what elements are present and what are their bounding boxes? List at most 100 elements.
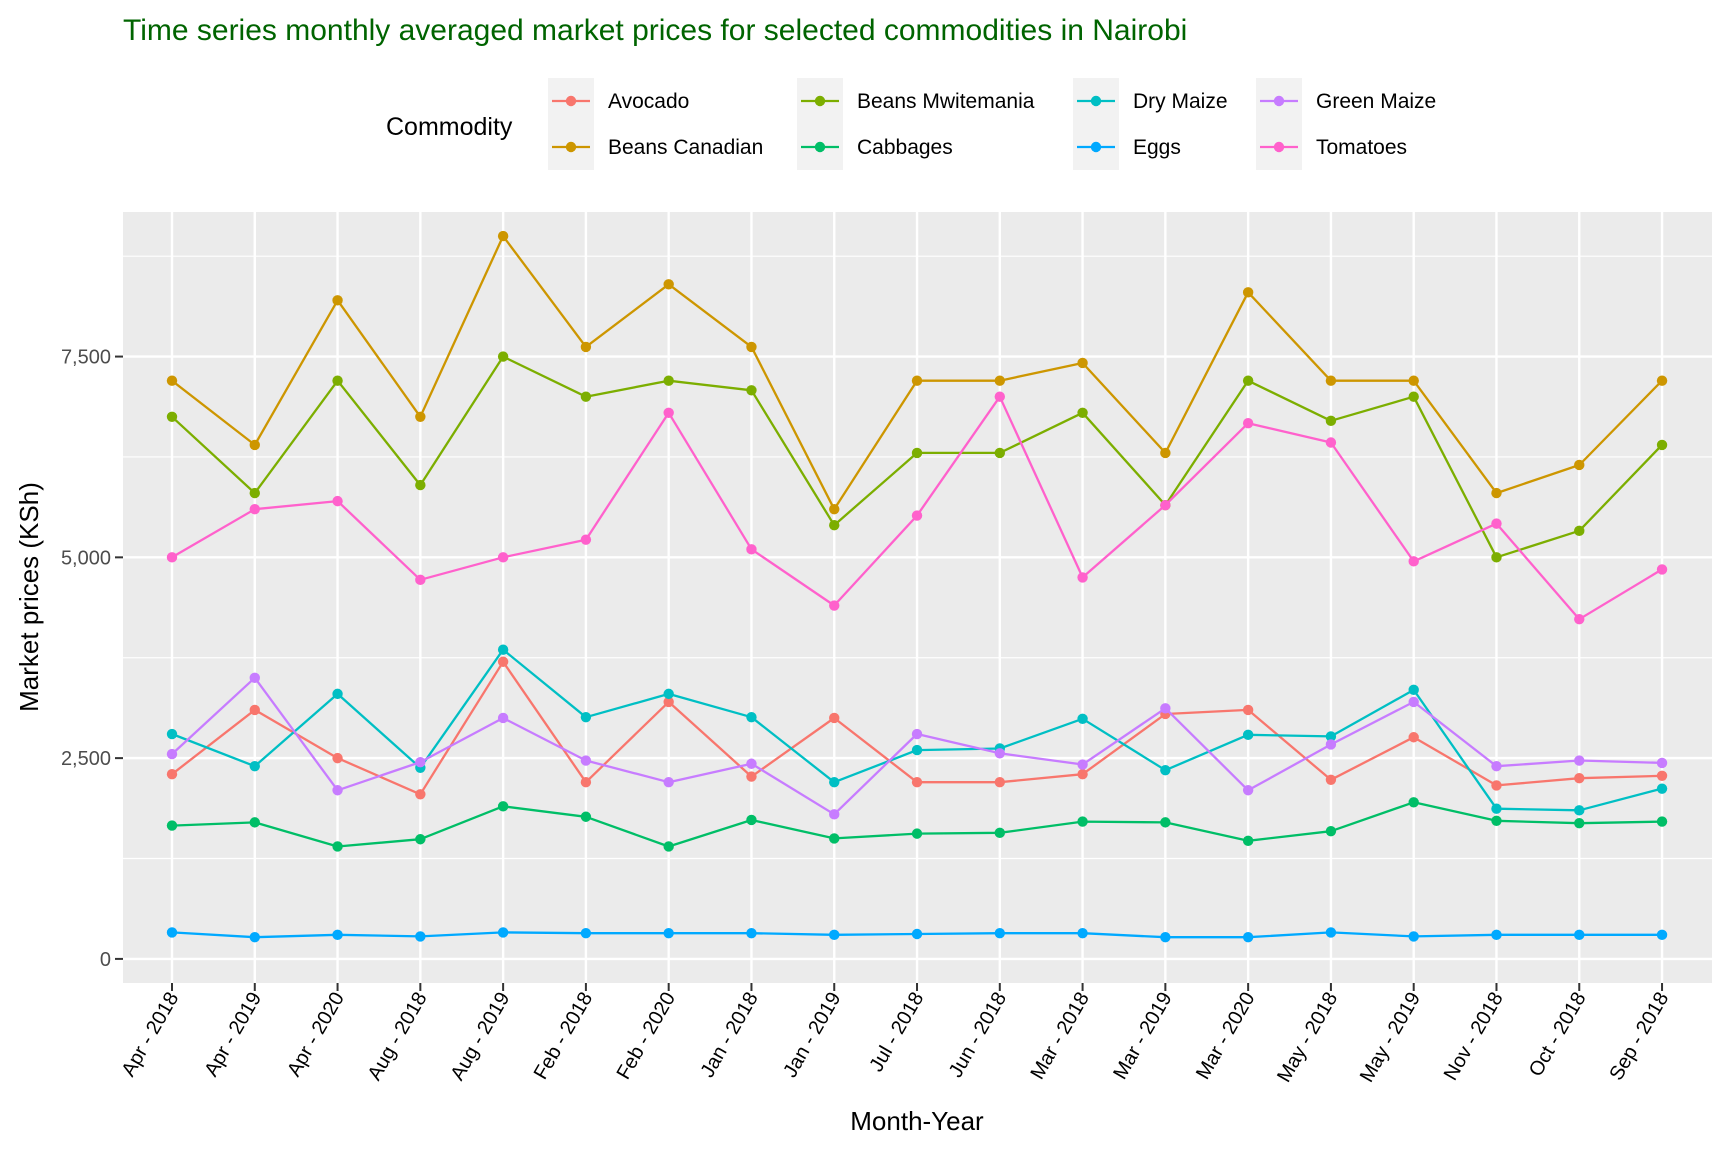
data-point-beans-mwitemania [1656,439,1668,451]
series-dry-maize [166,644,1668,816]
data-point-cabbages [663,841,674,852]
legend-item-cabbages: Cabbages [797,124,953,170]
data-point-eggs [1574,929,1585,941]
data-point-tomatoes [1242,418,1254,429]
data-point-beans-canadian [994,375,1005,386]
data-point-tomatoes [1408,556,1419,567]
series-beans-mwitemania [166,351,1668,563]
data-point-eggs [332,929,343,941]
data-point-cabbages [1574,817,1585,829]
data-point-dry-maize [249,760,260,772]
data-point-avocado [1656,770,1668,781]
legend-title: Commodity [386,113,513,141]
data-point-eggs [746,928,757,939]
data-point-beans-canadian [1491,487,1502,499]
data-point-cabbages [829,833,840,844]
data-point-tomatoes [415,574,426,586]
data-point-beans-mwitemania [829,520,840,531]
data-point-eggs [1160,932,1171,943]
data-point-tomatoes [994,391,1005,402]
x-tick-label: Aug - 2018 [364,989,432,1085]
data-point-eggs [1408,931,1419,942]
legend-key-point [565,95,577,107]
data-point-beans-canadian [497,230,509,242]
legend-label: Dry Maize [1133,90,1228,113]
y-axis-label: Market prices (KSh) [14,482,44,712]
data-point-green-maize [1077,759,1088,770]
data-point-avocado [1242,704,1254,716]
data-point-avocado [1077,768,1088,780]
data-point-tomatoes [580,534,592,545]
data-point-beans-canadian [746,341,757,353]
data-point-beans-mwitemania [1325,415,1337,427]
data-point-tomatoes [166,552,178,563]
data-point-eggs [415,931,426,942]
data-point-dry-maize [1242,729,1254,741]
data-point-beans-mwitemania [1077,407,1088,418]
data-point-cabbages [994,827,1005,839]
data-point-dry-maize [663,688,674,700]
x-tick-label: May - 2018 [1273,989,1342,1087]
data-point-avocado [497,656,509,667]
data-point-beans-mwitemania [580,391,592,402]
legend-label: Eggs [1133,136,1181,159]
legend-item-tomatoes: Tomatoes [1256,124,1407,170]
data-point-beans-canadian [332,295,343,306]
legend-items: Avocado Beans Canadian Beans Mwitemania Cab… [548,78,1436,170]
x-tick-label: Oct - 2018 [1525,989,1591,1081]
data-point-dry-maize [1408,684,1419,696]
data-point-beans-canadian [166,375,178,386]
data-point-beans-canadian [249,439,260,451]
data-point-green-maize [166,748,178,760]
data-point-beans-mwitemania [166,411,178,422]
x-tick-label: Sep - 2018 [1605,989,1673,1085]
series-avocado [166,656,1668,800]
data-point-tomatoes [1325,437,1337,448]
data-point-cabbages [497,801,509,812]
data-point-eggs [1491,929,1502,941]
y-tick-label: 5,000 [61,547,111,569]
data-point-tomatoes [911,510,923,521]
data-point-green-maize [249,672,260,684]
x-tick-label: Apr - 2019 [200,989,266,1081]
data-point-dry-maize [1574,805,1585,816]
data-point-avocado [249,704,260,716]
data-point-green-maize [1491,760,1502,772]
series-cabbages [166,797,1668,852]
data-point-cabbages [1656,816,1668,827]
legend-key-point [814,95,826,107]
data-point-avocado [911,777,923,788]
x-tick-label: Nov - 2018 [1440,989,1508,1085]
data-point-cabbages [1160,817,1171,828]
data-point-eggs [911,928,923,940]
data-point-eggs [166,927,178,938]
data-point-cabbages [249,817,260,828]
data-point-tomatoes [829,600,840,611]
data-point-green-maize [1160,703,1171,714]
data-point-avocado [663,696,674,708]
data-point-beans-mwitemania [1574,525,1585,537]
data-point-cabbages [1242,835,1254,847]
legend-label: Green Maize [1316,90,1436,113]
legend-label: Beans Mwitemania [857,90,1035,113]
data-point-green-maize [1242,785,1254,796]
x-axis-label: Month-Year [850,1106,984,1136]
data-point-beans-mwitemania [994,447,1005,459]
data-point-tomatoes [1160,499,1171,511]
legend-key-point [565,141,577,153]
legend-item-green-maize: Green Maize [1256,78,1436,124]
data-point-tomatoes [1574,613,1585,625]
data-point-dry-maize [580,711,592,723]
data-point-avocado [1325,774,1337,786]
data-point-beans-mwitemania [746,385,757,396]
data-point-beans-mwitemania [249,487,260,499]
data-point-beans-canadian [663,279,674,290]
legend-item-eggs: Eggs [1073,124,1181,170]
data-point-cabbages [415,834,426,845]
data-point-eggs [1077,928,1088,939]
data-point-eggs [1325,927,1337,938]
x-tick-label: Mar - 2020 [1192,989,1259,1084]
data-point-cabbages [1077,816,1088,827]
data-point-dry-maize [1160,764,1171,776]
x-tick-label: Mar - 2019 [1109,989,1176,1084]
